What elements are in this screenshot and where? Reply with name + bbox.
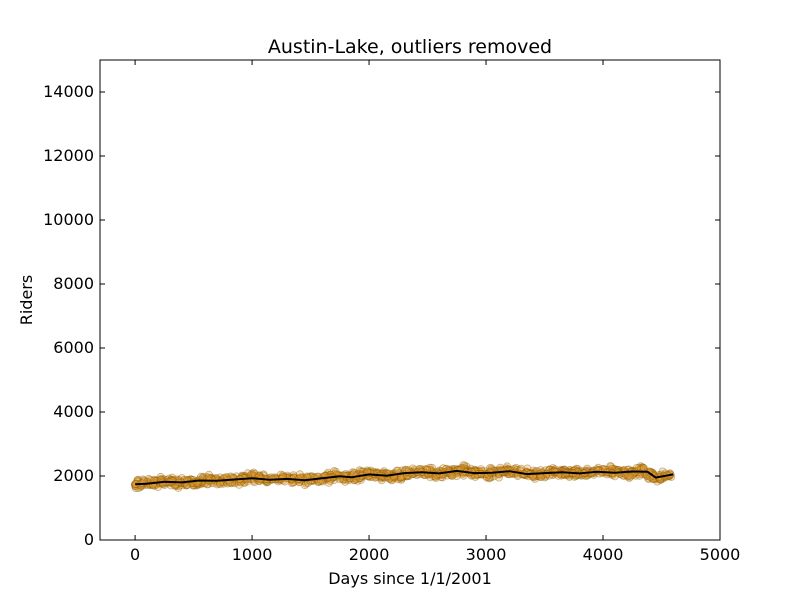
data-point	[503, 462, 512, 471]
data-point	[330, 467, 339, 476]
data-point	[623, 472, 632, 481]
y-tick-label: 10000	[43, 210, 94, 229]
data-point	[243, 469, 252, 478]
y-axis: 0 2000 4000 6000 8000 10000 12000 14000	[43, 82, 720, 549]
data-point	[626, 472, 635, 481]
data-point	[323, 468, 332, 477]
y-axis-label: Riders	[17, 275, 36, 325]
data-point	[536, 472, 545, 481]
data-point	[658, 467, 667, 476]
y-tick-label: 14000	[43, 82, 94, 101]
data-point	[632, 463, 641, 472]
data-point	[249, 468, 258, 477]
data-point	[355, 466, 364, 475]
data-point	[387, 476, 396, 485]
data-point	[593, 466, 602, 475]
data-point	[462, 462, 471, 471]
data-point	[300, 481, 309, 490]
data-point	[348, 468, 357, 477]
data-point	[448, 472, 457, 481]
data-point	[295, 470, 304, 479]
data-point	[644, 474, 653, 483]
y-tick-label: 12000	[43, 146, 94, 165]
data-point	[460, 462, 469, 471]
data-point	[625, 473, 634, 482]
data-point	[377, 476, 386, 485]
data-point	[324, 478, 333, 487]
y-tick-label: 8000	[53, 274, 94, 293]
data-point	[192, 481, 201, 490]
data-point	[341, 477, 350, 486]
data-point	[174, 483, 183, 492]
y-tick-label: 2000	[53, 466, 94, 485]
data-point	[485, 464, 494, 473]
y-tick-label: 4000	[53, 402, 94, 421]
data-point	[331, 467, 340, 476]
data-point	[431, 473, 440, 482]
data-point	[156, 472, 165, 481]
y-tick-label: 0	[84, 530, 94, 549]
data-point	[204, 470, 213, 479]
data-point	[644, 474, 653, 483]
data-point	[482, 473, 491, 482]
x-tick-label: 4000	[583, 545, 624, 564]
data-point	[425, 463, 434, 472]
data-point	[607, 462, 616, 471]
data-point	[259, 470, 268, 479]
data-point	[397, 474, 406, 483]
plot-frame	[99, 59, 721, 541]
data-point	[485, 473, 494, 482]
data-point	[636, 462, 645, 471]
data-point	[235, 480, 244, 489]
data-point	[606, 462, 615, 471]
data-point	[459, 461, 468, 470]
data-point	[452, 471, 461, 480]
x-tick-label: 5000	[700, 545, 741, 564]
x-axis-label: Days since 1/1/2001	[328, 569, 492, 588]
x-axis: 0 1000 2000 3000 4000 5000	[130, 60, 740, 564]
data-point	[485, 474, 494, 483]
trend-line	[135, 469, 674, 486]
data-point	[428, 463, 437, 472]
data-point	[393, 475, 402, 484]
y-tick-label: 6000	[53, 338, 94, 357]
x-tick-label: 0	[130, 545, 140, 564]
chart-title: Austin-Lake, outliers removed	[268, 36, 552, 58]
x-tick-label: 1000	[232, 545, 273, 564]
data-point	[397, 475, 406, 484]
data-point	[276, 470, 285, 479]
trend-layer	[135, 469, 674, 486]
data-point	[531, 474, 540, 483]
x-tick-label: 3000	[466, 545, 507, 564]
data-point	[494, 473, 503, 482]
data-point	[523, 464, 532, 473]
x-tick-label: 2000	[349, 545, 390, 564]
